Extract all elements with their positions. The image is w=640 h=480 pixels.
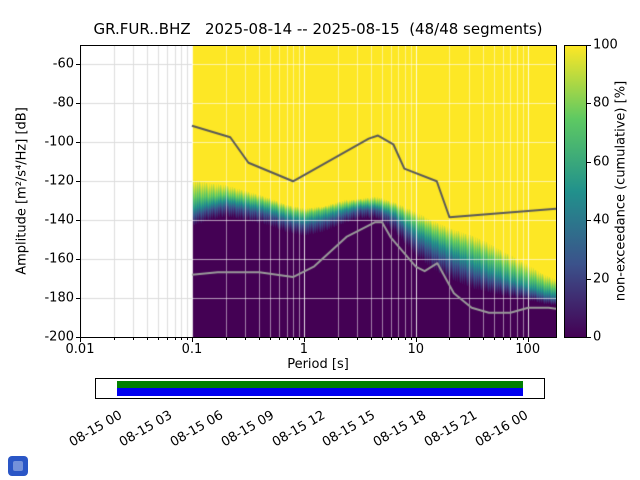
x-minor-tick-mark	[225, 338, 227, 340]
timeline-bar-blue	[117, 388, 523, 396]
y-tick-label: -160	[44, 251, 74, 267]
colorbar-label: non-exceedance (cumulative) [%]	[613, 80, 629, 302]
colorbar-tick-label: 40	[593, 212, 610, 228]
x-minor-tick-mark	[357, 338, 359, 340]
timeline-coverage-bar	[117, 381, 523, 396]
x-minor-tick-mark	[398, 338, 400, 340]
x-minor-tick-mark	[158, 338, 160, 340]
x-minor-tick-mark	[502, 338, 504, 340]
y-tick-label: -140	[44, 212, 74, 228]
colorbar	[564, 45, 587, 338]
y-tick-mark	[76, 337, 80, 338]
x-minor-tick-mark	[494, 338, 495, 340]
x-minor-tick-mark	[167, 338, 169, 340]
timeline-tick-label: 08-15 00	[66, 408, 125, 451]
timeline-tick-label: 08-15 21	[421, 408, 480, 451]
timeline-tick-label: 08-15 12	[269, 408, 328, 451]
x-minor-tick-mark	[371, 338, 373, 340]
x-minor-tick-mark	[522, 338, 524, 340]
colorbar-tick-mark	[587, 337, 591, 338]
x-minor-tick-mark	[410, 338, 412, 340]
ppsd-heatmap-canvas	[80, 45, 556, 337]
colorbar-tick-label: 60	[593, 154, 610, 170]
timeline-tick-label: 08-15 18	[370, 408, 429, 451]
x-tick-mark	[80, 338, 81, 342]
x-tick-mark	[191, 338, 193, 342]
y-tick-mark	[76, 103, 80, 105]
y-tick-mark	[76, 259, 80, 261]
x-minor-tick-mark	[449, 338, 451, 340]
y-tick-label: -200	[44, 329, 74, 345]
timeline-box	[95, 378, 545, 399]
colorbar-tick-label: 100	[593, 37, 618, 53]
colorbar-tick-mark	[587, 220, 591, 222]
colorbar-tick-mark	[587, 161, 591, 163]
x-minor-tick-mark	[286, 338, 288, 340]
colorbar-gradient	[565, 46, 586, 337]
y-tick-label: -180	[44, 290, 74, 306]
colorbar-tick-label: 20	[593, 271, 610, 287]
x-minor-tick-mark	[483, 338, 485, 340]
y-axis-label: Amplitude [m²/s⁴/Hz] [dB]	[14, 107, 30, 275]
x-minor-tick-mark	[469, 338, 471, 340]
x-tick-mark	[303, 338, 305, 342]
colorbar-tick-label: 80	[593, 95, 610, 111]
x-tick-label: 1	[299, 342, 308, 357]
y-tick-mark	[76, 298, 80, 300]
timeline-tick-label: 08-15 09	[218, 408, 277, 451]
y-tick-label: -100	[44, 134, 74, 150]
x-tick-label: 0.01	[65, 342, 95, 357]
x-minor-tick-mark	[174, 338, 176, 340]
x-minor-tick-mark	[516, 338, 518, 340]
x-minor-tick-mark	[293, 338, 294, 340]
colorbar-tick-mark	[587, 278, 591, 280]
timeline-tick-label: 08-15 06	[167, 408, 226, 451]
colorbar-tick-mark	[587, 103, 591, 105]
x-minor-tick-mark	[186, 338, 188, 340]
x-minor-tick-mark	[113, 338, 115, 340]
app-window-icon	[8, 456, 28, 476]
colorbar-tick-mark	[587, 45, 591, 46]
x-minor-tick-mark	[510, 338, 512, 340]
app-window-icon-glyph	[13, 461, 23, 471]
x-tick-label: 100	[515, 342, 541, 357]
y-tick-label: -60	[52, 56, 74, 72]
y-tick-mark	[76, 220, 80, 222]
x-minor-tick-mark	[259, 338, 261, 340]
timeline-tick-label: 08-16 00	[472, 408, 531, 451]
chart-title: GR.FUR..BHZ 2025-08-14 -- 2025-08-15 (48…	[93, 20, 543, 38]
x-tick-mark	[527, 338, 529, 342]
x-minor-tick-mark	[147, 338, 149, 340]
y-tick-mark	[76, 64, 80, 66]
x-minor-tick-mark	[245, 338, 247, 340]
timeline-tick-label: 08-15 15	[320, 408, 379, 451]
x-minor-tick-mark	[337, 338, 339, 340]
y-tick-mark	[76, 181, 80, 183]
x-minor-tick-mark	[181, 338, 183, 340]
x-minor-tick-mark	[133, 338, 135, 340]
timeline-bar-green	[117, 381, 523, 388]
y-tick-mark	[76, 142, 80, 144]
colorbar-tick-label: 0	[593, 329, 602, 345]
x-axis-label: Period [s]	[287, 357, 349, 372]
timeline-tick-label: 08-15 03	[117, 408, 176, 451]
x-tick-label: 10	[407, 342, 425, 357]
x-minor-tick-mark	[390, 338, 392, 340]
x-minor-tick-mark	[298, 338, 300, 340]
y-tick-label: -120	[44, 173, 74, 189]
x-tick-label: 0.1	[181, 342, 203, 357]
x-tick-mark	[415, 338, 417, 342]
y-tick-label: -80	[52, 95, 74, 111]
x-minor-tick-mark	[270, 338, 272, 340]
x-minor-tick-mark	[279, 338, 281, 340]
x-minor-tick-mark	[382, 338, 384, 340]
x-minor-tick-mark	[404, 338, 406, 340]
